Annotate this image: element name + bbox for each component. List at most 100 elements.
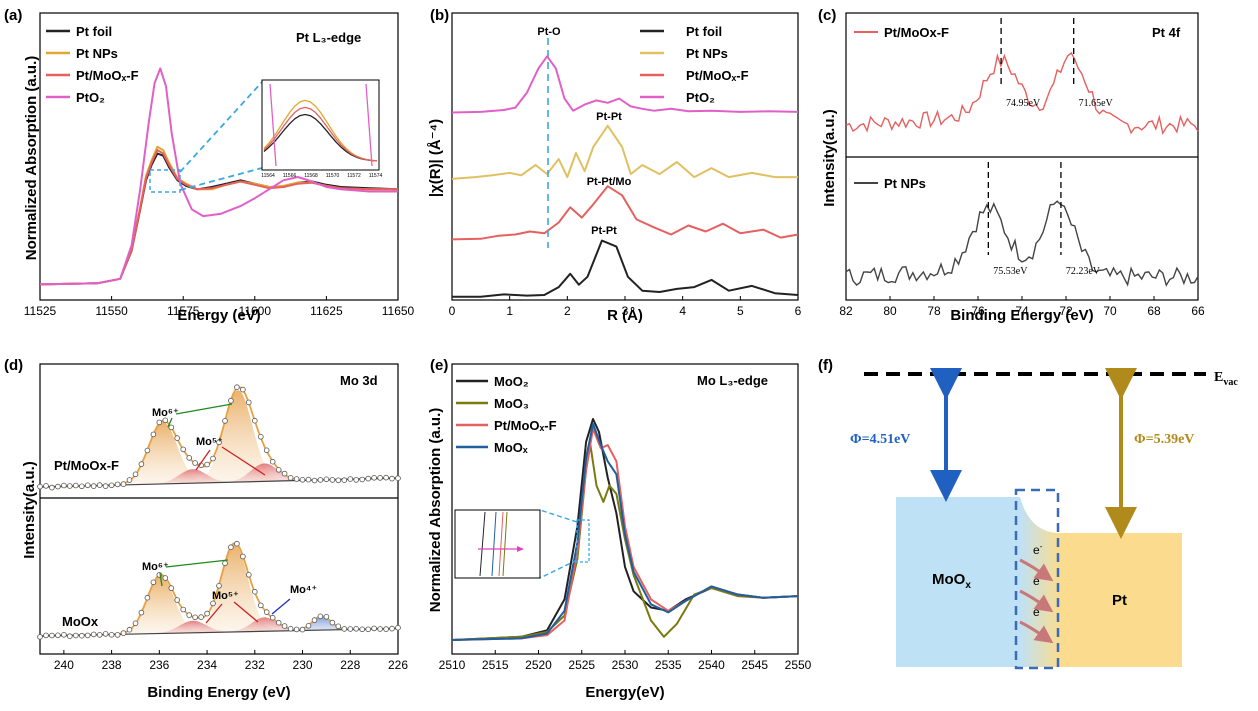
panel-d-top-envelope-data-point xyxy=(359,476,366,483)
panel-d-x-ticks: 240 238 236 234 232 230 228 226 xyxy=(54,650,408,672)
panel-c-peak-label: 71.65eV xyxy=(1079,98,1114,109)
panel-a-inset-line xyxy=(263,106,378,162)
panel-d-top-envelope-data-point xyxy=(73,482,79,489)
panel-d-bottom-envelope-data-point xyxy=(138,609,145,616)
panel-d-top-envelope-data-point xyxy=(67,483,73,489)
moox-work-function-label: Φ=4.51eV xyxy=(850,432,910,447)
panel-d-mo6-top-arrow-1 xyxy=(167,417,173,428)
panel-d-top-envelope-data-point xyxy=(144,447,151,454)
panel-e-legend: MoO₂ MoO₃ Pt/MoOₓ-F MoOₓ xyxy=(456,374,557,455)
panel-a-inset: 11564 11566 11568 11570 11572 11574 xyxy=(261,83,382,179)
panel-d-top-envelope-data-point xyxy=(102,483,109,489)
panel-a-legend: Pt foil Pt NPs Pt/MoOₓ-F PtO₂ xyxy=(46,24,139,105)
panel-b: (b) 0 1 2 3 4 5 6 Pt-O Pt-Pt Pt-Pt/Mo Pt-Pt R … xyxy=(427,7,802,324)
panel-d-bottom-envelope-data-point xyxy=(114,632,121,638)
panel-d-bottom-envelope-data-point xyxy=(108,631,115,638)
panel-a-inset-tick-label: 11572 xyxy=(347,173,361,179)
panel-d-x-tick-label: 230 xyxy=(293,658,313,672)
panel-d-top-envelope-data-point xyxy=(43,483,49,489)
electron-arrow-1 xyxy=(1019,558,1054,582)
panel-d-bottom-envelope-data-point xyxy=(287,625,294,632)
panel-d-bottom-envelope-data-point xyxy=(329,619,336,626)
panel-c-x-tick-label: 82 xyxy=(839,304,853,318)
panel-d-bottom-envelope-data-point xyxy=(275,619,282,626)
panel-d-top-component xyxy=(40,390,398,487)
panel-c-x-tick-label: 70 xyxy=(1103,304,1117,318)
panel-d-bottom-envelope-data-point xyxy=(192,614,198,621)
panel-d-bottom-envelope-data-point xyxy=(144,594,151,601)
panel-d-top-envelope-data-point xyxy=(108,482,115,489)
panel-d-mo5-top: Mo⁵⁺ xyxy=(196,436,223,448)
panel-d-top-envelope-data-point xyxy=(120,481,127,487)
panel-d-mo5-bottom-arrow-1 xyxy=(205,603,223,624)
panel-d-bottom-envelope-data-point xyxy=(168,585,175,591)
panel-e-inset-line-4 xyxy=(502,511,508,577)
panel-b-line xyxy=(451,185,799,241)
panel-d-bottom-envelope-data-point xyxy=(323,613,330,620)
panel-d-bottom-envelope-data-point xyxy=(84,632,91,639)
panel-d-bottom-envelope-data-point xyxy=(395,624,401,631)
panel-c-x-tick-label: 78 xyxy=(927,304,941,318)
panel-d-x-tick-label: 232 xyxy=(245,658,265,672)
panel-d-top-envelope-data-point xyxy=(287,475,294,481)
panel-d-mo6-bottom-arrow-1 xyxy=(159,572,163,587)
panel-d-top-envelope-data-point xyxy=(49,484,55,491)
panel-e-series xyxy=(451,418,799,641)
interface-dashed-box xyxy=(1014,488,1060,670)
panel-d-bottom-envelope-data-point xyxy=(55,632,61,639)
panel-a-inset-tick-label: 11566 xyxy=(283,173,297,179)
panel-c-ylabel: Intensity(a.u.) xyxy=(821,109,838,207)
panel-c-peak-label: 72.23eV xyxy=(1066,266,1101,277)
panel-d-bottom-envelope-data-point xyxy=(257,602,264,609)
panel-d-label: (d) xyxy=(4,357,23,374)
panel-d-xlabel: Binding Energy (eV) xyxy=(147,684,290,701)
panel-d-mo5-bottom-arrow-2 xyxy=(233,601,259,623)
panel-a-inset-tick-label: 11568 xyxy=(304,173,318,179)
panel-b-x-tick-label: 1 xyxy=(506,304,513,318)
panel-a-inset-frame xyxy=(261,79,380,171)
panel-b-annotation-pt-pt-foil: Pt-Pt xyxy=(591,225,617,237)
panel-f: (f) Evac Φ=4.51eV Φ=5.39eV MoOx Pt e- e-… xyxy=(818,357,1238,670)
panel-a-legend-entry: PtO₂ xyxy=(76,90,105,105)
panel-d-title: Mo 3d xyxy=(340,373,378,388)
panel-d-bottom-envelope-data-point xyxy=(96,632,103,638)
panel-d-bottom-envelope-data-point xyxy=(120,630,127,636)
panel-b-series xyxy=(451,55,799,298)
panel-d-x-tick-label: 240 xyxy=(54,658,74,672)
panel-b-x-tick-label: 2 xyxy=(564,304,571,318)
panel-a-x-tick-label: 11625 xyxy=(310,304,343,318)
panel-d-top-envelope-data-point xyxy=(138,461,145,467)
panel-d-top-envelope-data-point xyxy=(126,477,133,483)
panel-d-top-envelope-data-point xyxy=(132,471,139,478)
panel-d-top-envelope-data-point xyxy=(180,446,187,453)
panel-d-bottom-envelope-data-point xyxy=(90,631,97,638)
panel-e-legend-entry: MoO₂ xyxy=(494,374,529,389)
panel-b-line xyxy=(451,55,799,114)
panel-d-bottom-component xyxy=(40,616,398,636)
panel-e-legend-entry: Pt/MoOₓ-F xyxy=(494,418,557,433)
panel-d-bottom-envelope-data-point xyxy=(353,625,360,632)
panel-d-bottom-envelope-data-point xyxy=(234,540,240,547)
panel-d-top-envelope-data-point xyxy=(275,466,282,473)
panel-d-bottom-envelope-data-point xyxy=(162,575,169,581)
panel-d-bottom-envelope-data-point xyxy=(204,610,210,617)
panel-d-top-envelope-data-point xyxy=(84,482,91,489)
panel-a-zoom-box xyxy=(149,169,181,193)
panel-d-bottom-envelope-data-point xyxy=(335,623,342,630)
panel-d-top-envelope-data-point xyxy=(37,483,43,490)
panel-c-x-ticks: 82 80 78 76 74 72 70 68 66 xyxy=(839,296,1205,318)
panel-a-x-tick-label: 11525 xyxy=(24,304,57,318)
panel-d-bottom-envelope-data-point xyxy=(293,626,300,633)
panel-d-bottom-envelope-data-point xyxy=(269,614,276,621)
panel-d-sample-bottom: MoOx xyxy=(62,614,99,629)
panel-a-legend-entry: Pt/MoOₓ-F xyxy=(76,68,139,83)
panel-e-label: (e) xyxy=(430,357,448,374)
panel-d-bottom-envelope-data-point xyxy=(49,632,55,639)
panel-d-top-envelope-data-point xyxy=(114,481,121,488)
panel-d-bottom-envelope-data-point xyxy=(228,544,234,550)
panel-a-label: (a) xyxy=(4,7,22,24)
panel-d-mo6-top: Mo⁶⁺ xyxy=(152,407,179,419)
panel-a-line xyxy=(39,67,398,286)
panel-b-label: (b) xyxy=(430,7,449,24)
panel-e-x-tick-label: 2510 xyxy=(439,658,466,672)
